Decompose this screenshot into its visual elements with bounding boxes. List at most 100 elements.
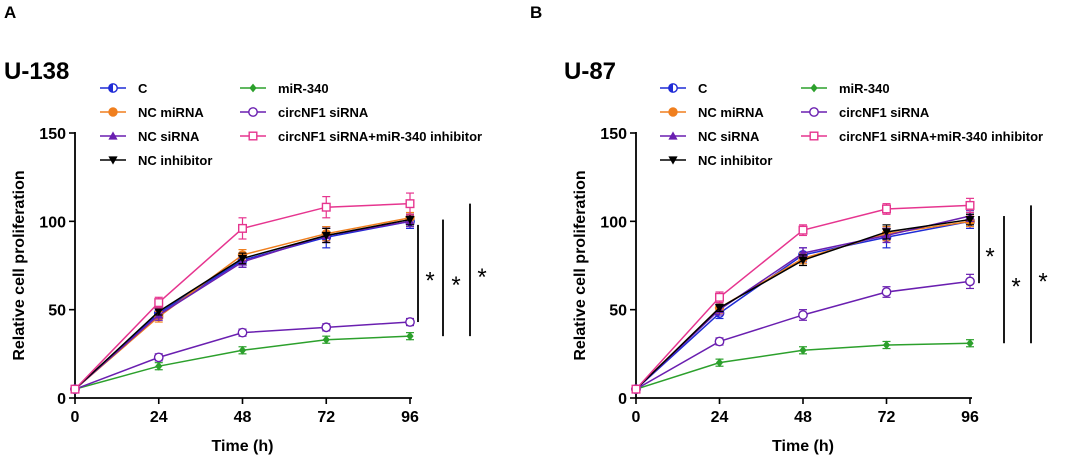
legend-swatch-marker: [108, 107, 118, 117]
data-point: [406, 331, 414, 341]
legend-swatch-marker: [809, 131, 819, 141]
legend-swatch-marker: [108, 156, 118, 165]
legend-entry: circNF1 siRNA+miR-340 inhibitor: [801, 129, 1043, 144]
data-point: [155, 361, 163, 371]
data-point: [154, 307, 164, 317]
data-point: [237, 254, 248, 264]
data-point: [70, 384, 80, 394]
series-2: [631, 210, 975, 393]
series-5: [70, 317, 415, 395]
data-point: [798, 310, 808, 320]
legend-label: NC inhibitor: [138, 153, 212, 168]
legend-entry: miR-340: [240, 81, 329, 96]
data-point: [965, 215, 975, 225]
data-point: [881, 228, 892, 237]
series-line: [635, 220, 971, 390]
x-tick-label: 72: [878, 409, 896, 426]
data-point: [321, 231, 331, 241]
x-tick-label: 24: [150, 409, 168, 426]
legend-label: C: [138, 81, 148, 96]
series-0: [631, 213, 975, 395]
legend-entry: NC inhibitor: [660, 153, 772, 168]
series-5: [631, 273, 975, 395]
data-point: [321, 202, 331, 212]
legend-swatch-marker: [668, 131, 678, 140]
series-0: [70, 213, 415, 395]
y-axis-label: Relative cell proliferation: [11, 170, 28, 360]
series-6: [631, 197, 975, 394]
series-line: [635, 215, 971, 390]
data-point: [965, 200, 975, 210]
y-tick-label: 50: [609, 303, 627, 320]
legend-label: NC inhibitor: [698, 153, 772, 168]
legend-swatch-marker-fill: [108, 83, 113, 93]
legend-swatch-marker: [249, 83, 257, 93]
legend-swatch-marker: [108, 131, 118, 140]
data-point: [882, 204, 892, 214]
legend-entry: NC miRNA: [100, 105, 204, 120]
legend-entry: NC siRNA: [100, 129, 200, 144]
legend-entry: C: [660, 81, 708, 96]
legend-entry: NC inhibitor: [100, 153, 212, 168]
legend-label: circNF1 siRNA+miR-340 inhibitor: [839, 129, 1043, 144]
y-tick-label: 150: [39, 126, 66, 143]
data-point: [798, 225, 808, 235]
y-tick-label: 0: [618, 391, 627, 408]
legend-entry: NC siRNA: [660, 129, 760, 144]
series-1: [631, 215, 975, 394]
legend-label: circNF1 siRNA: [839, 105, 930, 120]
data-point: [321, 322, 332, 333]
significance-star: *: [425, 267, 434, 294]
series-line: [74, 218, 411, 390]
x-tick-label: 24: [711, 409, 729, 426]
legend-swatch-marker: [668, 107, 678, 117]
x-tick-label: 0: [632, 409, 641, 426]
legend-entry: miR-340: [801, 81, 890, 96]
legend-swatch-marker: [248, 107, 258, 117]
legend-swatch-marker: [810, 83, 818, 93]
legend-swatch-marker: [809, 107, 819, 117]
x-tick-label: 48: [234, 409, 252, 426]
x-axis-label: Time (h): [212, 438, 274, 455]
series-line: [74, 217, 411, 390]
data-point: [715, 292, 725, 302]
series-3: [631, 213, 975, 394]
legend-entry: circNF1 siRNA: [801, 105, 930, 120]
x-tick-label: 96: [961, 409, 979, 426]
data-point: [237, 327, 248, 338]
series-3: [70, 213, 415, 394]
legend-entry: circNF1 siRNA: [240, 105, 369, 120]
data-point: [715, 358, 724, 368]
data-point: [798, 256, 808, 265]
y-tick-label: 150: [600, 126, 627, 143]
data-point: [405, 215, 415, 225]
data-point: [405, 199, 415, 209]
legend-swatch-marker-fill: [668, 83, 673, 93]
data-point: [153, 352, 164, 363]
x-axis-label: Time (h): [772, 438, 834, 455]
series-1: [70, 211, 415, 394]
legend-label: C: [698, 81, 708, 96]
data-point: [154, 298, 164, 308]
series-line: [635, 220, 971, 390]
series-line: [74, 220, 411, 390]
series-line: [635, 218, 971, 390]
legend-label: NC siRNA: [698, 129, 760, 144]
legend-label: NC miRNA: [138, 105, 204, 120]
data-point: [966, 338, 974, 348]
significance-star: *: [1038, 268, 1047, 295]
y-axis-label: Relative cell proliferation: [572, 170, 589, 360]
legend-entry: circNF1 siRNA+miR-340 inhibitor: [240, 129, 482, 144]
panel-letter-b: B: [530, 3, 542, 22]
x-tick-label: 96: [401, 409, 419, 426]
legend-label: miR-340: [839, 81, 890, 96]
chart-u87: U-87 0 24 48 72 96 0 50 100 150 Time (h) Relative c…: [564, 58, 1048, 455]
series-2: [70, 215, 415, 393]
y-tick-label: 100: [600, 214, 627, 231]
data-point: [714, 336, 725, 347]
x-tick-label: 72: [317, 409, 335, 426]
data-point: [631, 384, 641, 394]
legend-entry: NC miRNA: [660, 105, 764, 120]
data-point: [238, 345, 247, 355]
data-point: [799, 345, 807, 355]
